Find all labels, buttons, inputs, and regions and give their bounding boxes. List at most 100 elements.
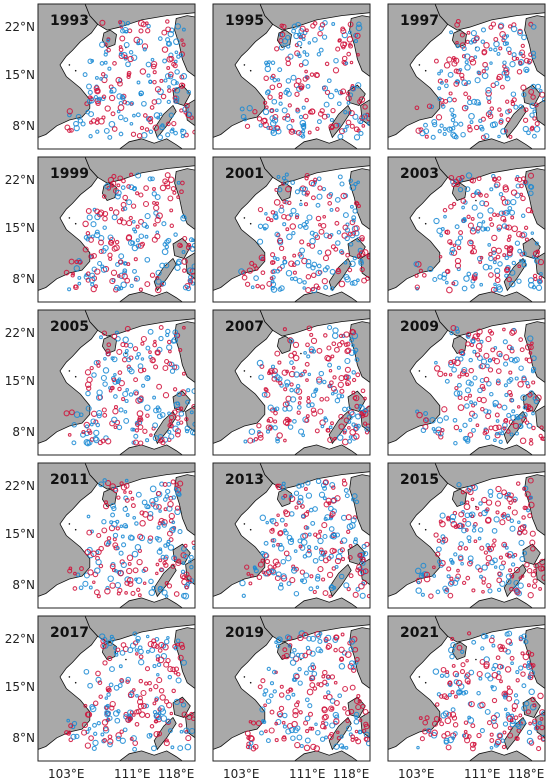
eddy-blue: [118, 253, 125, 260]
eddy-red: [178, 641, 185, 648]
eddy-blue: [152, 395, 157, 400]
eddy-red: [181, 42, 186, 47]
eddy-red: [288, 370, 296, 378]
eddy-red: [257, 561, 264, 568]
eddy-blue: [484, 708, 491, 715]
eddy-blue: [173, 645, 179, 651]
eddy-blue: [145, 649, 150, 654]
eddy-blue: [356, 278, 360, 283]
eddy-blue: [289, 360, 294, 365]
eddy-blue: [111, 520, 118, 528]
map-panel-2009: 2009: [387, 309, 546, 456]
eddy-blue: [444, 83, 449, 89]
eddy-blue: [153, 496, 159, 503]
eddy-blue: [327, 362, 333, 368]
eddy-blue: [299, 247, 306, 254]
eddy-red: [321, 577, 326, 582]
eddy-blue: [479, 728, 485, 734]
eddy-red: [488, 217, 493, 222]
eddy-blue: [288, 494, 294, 499]
eddy-red: [144, 681, 149, 686]
eddy-red: [144, 712, 151, 719]
eddy-blue: [289, 652, 296, 659]
eddy-red: [139, 510, 145, 516]
eddy-red: [322, 713, 329, 720]
eddy-red: [265, 568, 273, 576]
eddy-red: [137, 424, 144, 430]
eddy-red: [443, 98, 449, 104]
eddy-red: [96, 117, 100, 121]
eddy-red: [157, 648, 163, 653]
eddy-blue: [414, 567, 422, 575]
eddy-blue: [113, 373, 117, 377]
eddy-blue: [253, 275, 259, 281]
eddy-red: [355, 372, 361, 378]
eddy-blue: [251, 439, 256, 443]
eddy-red: [298, 544, 303, 549]
eddy-red: [310, 272, 317, 279]
eddy-red: [296, 500, 301, 506]
eddy-blue: [432, 574, 437, 578]
eddy-blue: [310, 662, 315, 667]
eddy-red: [521, 515, 526, 520]
landmass: [153, 716, 177, 751]
eddy-red: [283, 438, 287, 443]
eddy-red: [281, 369, 288, 376]
eddy-blue: [303, 572, 310, 579]
eddy-blue: [458, 67, 463, 72]
eddy-red: [358, 250, 366, 257]
eddy-red: [465, 500, 470, 505]
eddy-red: [450, 325, 457, 331]
lon-tick-label: 118°E: [508, 767, 545, 781]
eddy-blue: [344, 227, 351, 233]
eddy-red: [257, 684, 263, 690]
eddy-blue: [173, 232, 178, 237]
eddy-red: [278, 705, 285, 712]
eddy-blue: [191, 263, 195, 270]
eddy-blue: [100, 732, 105, 737]
eddy-red: [137, 593, 142, 598]
eddy-red: [448, 373, 453, 377]
island-dot: [418, 217, 421, 219]
eddy-blue: [527, 183, 534, 190]
eddy-blue: [480, 39, 486, 44]
eddy-blue: [493, 516, 500, 523]
eddy-blue: [167, 411, 171, 416]
eddy-blue: [118, 51, 123, 57]
eddy-blue: [83, 668, 90, 675]
eddy-blue: [106, 639, 114, 647]
eddy-blue: [151, 585, 156, 591]
eddy-red: [162, 482, 168, 487]
eddy-red: [349, 60, 354, 65]
eddy-red: [182, 268, 187, 273]
eddy-red: [106, 47, 111, 53]
eddy-blue: [103, 127, 110, 134]
eddy-red: [505, 638, 513, 645]
eddy-red: [268, 727, 275, 734]
eddy-red: [246, 735, 251, 741]
eddy-red: [495, 655, 501, 661]
eddy-red: [288, 352, 295, 359]
eddy-red: [157, 656, 165, 664]
eddy-red: [448, 359, 454, 366]
eddy-red: [310, 407, 317, 413]
eddy-blue: [278, 44, 285, 51]
eddy-red: [257, 434, 264, 441]
lon-tick-label: 111°E: [114, 767, 151, 781]
eddy-blue: [135, 243, 141, 249]
eddy-red: [172, 387, 178, 392]
eddy-red: [532, 578, 538, 584]
eddy-red: [503, 418, 509, 424]
eddy-red: [328, 123, 335, 131]
eddy-red: [161, 29, 168, 36]
eddy-blue: [338, 743, 345, 749]
eddy-red: [465, 658, 469, 663]
eddy-blue: [114, 652, 119, 657]
eddy-blue: [182, 106, 189, 113]
eddy-blue: [494, 80, 500, 87]
eddy-blue: [287, 424, 294, 430]
eddy-blue: [275, 128, 282, 135]
eddy-blue: [329, 268, 336, 275]
eddy-red: [439, 694, 444, 699]
